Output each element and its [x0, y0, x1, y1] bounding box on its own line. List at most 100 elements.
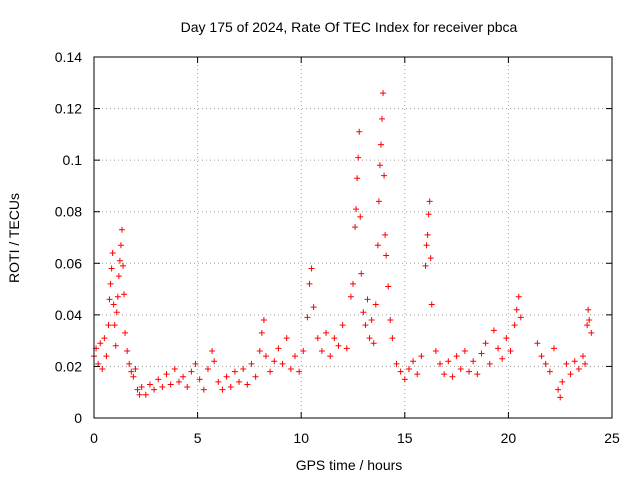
data-point [466, 368, 473, 375]
data-point [262, 353, 269, 360]
data-point [180, 373, 187, 380]
data-point [405, 366, 412, 373]
data-point [427, 255, 434, 262]
data-point [579, 353, 586, 360]
data-point [437, 360, 444, 367]
data-point [515, 293, 522, 300]
data-point [300, 347, 307, 354]
data-point [151, 386, 158, 393]
data-point [103, 353, 110, 360]
data-point [339, 322, 346, 329]
y-tick-label: 0 [74, 410, 82, 426]
data-point [445, 358, 452, 365]
data-point [381, 172, 388, 179]
data-point [352, 224, 359, 231]
data-point [97, 340, 104, 347]
data-point [432, 347, 439, 354]
data-point [449, 373, 456, 380]
y-tick-label: 0.12 [55, 101, 82, 117]
x-tick-label: 25 [604, 430, 620, 446]
data-point [418, 353, 425, 360]
data-point [231, 368, 238, 375]
data-point [410, 358, 417, 365]
plot-frame [93, 56, 613, 419]
data-point [283, 335, 290, 342]
data-point [223, 373, 230, 380]
data-point [385, 283, 392, 290]
data-point [571, 358, 578, 365]
data-point [355, 154, 362, 161]
data-point [507, 347, 514, 354]
axis-ticks [93, 56, 613, 419]
data-point [106, 296, 113, 303]
y-tick-label: 0.08 [55, 204, 82, 220]
data-point [331, 335, 338, 342]
data-point [142, 391, 149, 398]
data-point [163, 371, 170, 378]
x-tick-label: 5 [194, 430, 202, 446]
data-point [457, 366, 464, 373]
data-point [374, 242, 381, 249]
data-point [267, 368, 274, 375]
data-point [109, 249, 116, 256]
data-point [375, 198, 382, 205]
y-tick-label: 0.06 [55, 255, 82, 271]
data-point [115, 273, 122, 280]
data-point [482, 340, 489, 347]
data-point [358, 270, 365, 277]
data-point [258, 329, 265, 336]
data-point [495, 345, 502, 352]
data-point [327, 353, 334, 360]
data-point [478, 350, 485, 357]
data-point [110, 301, 117, 308]
data-point [209, 347, 216, 354]
y-tick-label: 0.1 [63, 152, 83, 168]
data-point [114, 293, 121, 300]
data-point [296, 368, 303, 375]
data-point [360, 309, 367, 316]
data-point [490, 327, 497, 334]
data-point [538, 353, 545, 360]
data-point [414, 371, 421, 378]
data-point [380, 90, 387, 97]
data-point [503, 335, 510, 342]
y-tick-label: 0.02 [55, 358, 82, 374]
data-point [118, 226, 125, 233]
data-point [534, 340, 541, 347]
data-points [91, 90, 595, 401]
data-point [291, 353, 298, 360]
data-point [372, 301, 379, 308]
data-point [347, 293, 354, 300]
data-point [474, 371, 481, 378]
data-point [248, 360, 255, 367]
data-point [426, 198, 433, 205]
data-point [397, 368, 404, 375]
x-tick-label: 0 [90, 430, 98, 446]
data-point [423, 242, 430, 249]
data-point [200, 386, 207, 393]
chart-title: Day 175 of 2024, Rate Of TEC Index for r… [181, 19, 518, 35]
data-point [588, 329, 595, 336]
data-point [215, 378, 222, 385]
data-point [499, 355, 506, 362]
data-point [111, 322, 118, 329]
data-point [567, 371, 574, 378]
data-point [387, 317, 394, 324]
data-point [236, 378, 243, 385]
data-point [318, 347, 325, 354]
data-point [422, 262, 429, 269]
data-point [584, 322, 591, 329]
x-axis-label: GPS time / hours [296, 457, 403, 473]
data-point [379, 115, 386, 122]
data-point [354, 175, 361, 182]
data-point [107, 280, 114, 287]
data-point [128, 368, 135, 375]
data-point [350, 280, 356, 287]
data-point [511, 322, 518, 329]
data-point [117, 242, 124, 249]
data-point [308, 265, 315, 272]
data-point [353, 206, 360, 213]
data-point [99, 366, 106, 373]
data-point [159, 384, 166, 391]
